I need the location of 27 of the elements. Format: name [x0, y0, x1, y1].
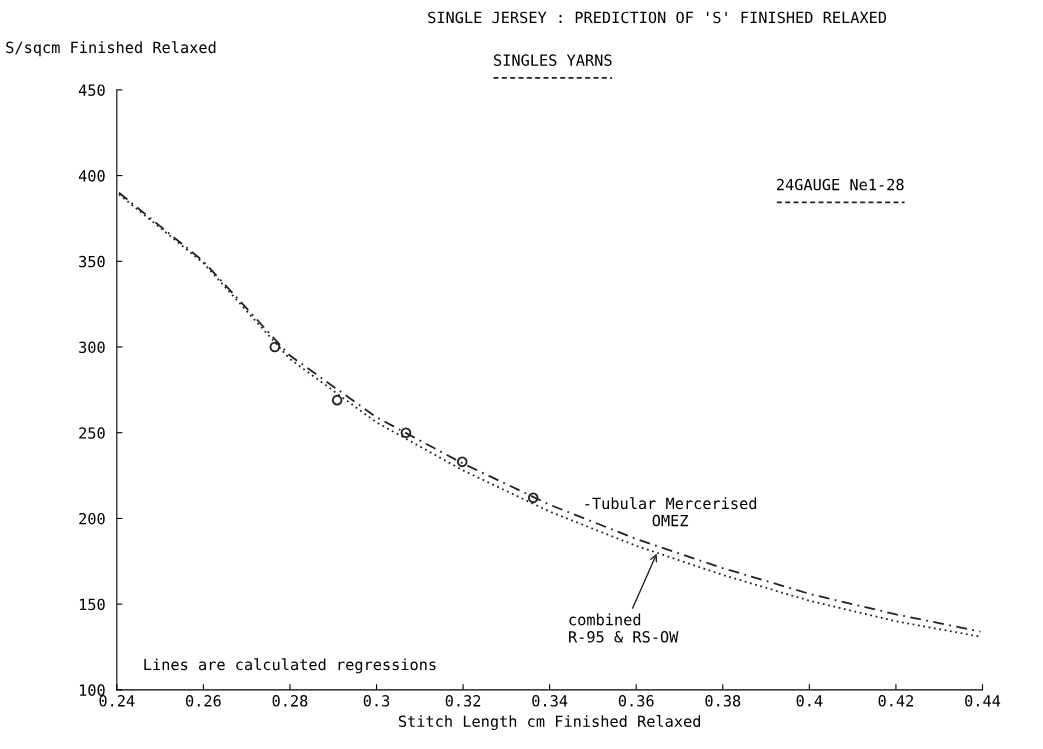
- x-tick-label: 0.42: [878, 695, 914, 707]
- y-tick-label: 100: [79, 684, 105, 696]
- annotation: Lines are calculated regressions: [144, 658, 436, 674]
- annotation: 24GAUGE Ne1-28: [776, 178, 904, 191]
- x-tick-label: 0.32: [445, 695, 481, 707]
- x-tick-label: 0.24: [99, 695, 135, 707]
- y-tick-label: 150: [79, 598, 105, 611]
- annotation: -Tubular Mercerised OMEZ: [585, 497, 757, 527]
- x-axis-title: Stitch Length cm Finished Relaxed: [398, 715, 701, 731]
- x-tick-label: 0.3: [363, 695, 390, 707]
- x-tick-label: 0.36: [618, 695, 654, 707]
- y-tick-label: 200: [79, 512, 105, 525]
- annotation: combined R-95 & RS-OW: [569, 613, 679, 643]
- x-tick-label: 0.34: [532, 695, 568, 707]
- y-tick-label: 300: [79, 341, 105, 354]
- chart-subtitle: SINGLES YARNS: [494, 54, 612, 66]
- x-tick-label: 0.28: [272, 695, 308, 707]
- y-tick-label: 400: [78, 170, 105, 182]
- chart-title: SINGLE JERSEY : PREDICTION OF 'S' FINISHED RELAXED: [428, 11, 887, 24]
- x-tick-label: 0.38: [705, 695, 741, 707]
- y-tick-label: 450: [78, 84, 105, 96]
- x-tick-label: 0.44: [965, 695, 1001, 707]
- y-tick-label: 350: [79, 255, 105, 268]
- x-tick-label: 0.26: [185, 695, 221, 707]
- y-axis-title: S/sqcm Finished Relaxed: [6, 41, 216, 57]
- y-tick-label: 250: [79, 427, 105, 439]
- x-tick-label: 0.4: [796, 695, 823, 707]
